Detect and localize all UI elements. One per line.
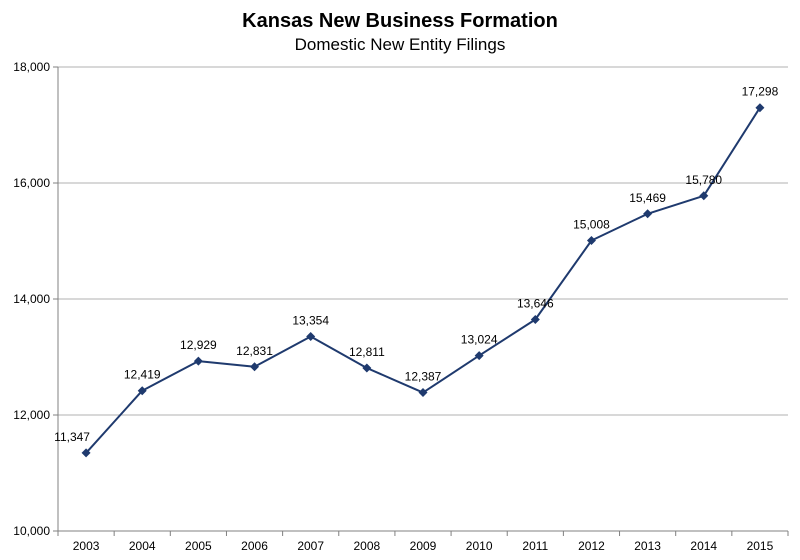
data-point-marker bbox=[643, 209, 653, 219]
data-label: 12,419 bbox=[124, 368, 161, 382]
data-point-marker bbox=[81, 448, 91, 458]
x-tick-label: 2007 bbox=[297, 539, 324, 553]
data-point-marker bbox=[418, 388, 428, 398]
data-label: 13,354 bbox=[292, 313, 329, 327]
x-tick-label: 2006 bbox=[241, 539, 268, 553]
x-tick-label: 2008 bbox=[353, 539, 380, 553]
x-tick-label: 2015 bbox=[747, 539, 774, 553]
data-label: 12,831 bbox=[236, 344, 273, 358]
data-point-marker bbox=[530, 315, 540, 325]
y-tick-label: 14,000 bbox=[13, 292, 50, 306]
x-tick-label: 2014 bbox=[690, 539, 717, 553]
data-point-marker bbox=[306, 331, 316, 341]
x-tick-label: 2003 bbox=[73, 539, 100, 553]
x-tick-label: 2009 bbox=[410, 539, 437, 553]
data-label: 13,024 bbox=[461, 333, 498, 347]
chart-subtitle: Domestic New Entity Filings bbox=[295, 35, 506, 54]
x-tick-label: 2012 bbox=[578, 539, 605, 553]
data-label: 12,811 bbox=[349, 345, 385, 359]
x-tick-label: 2004 bbox=[129, 539, 156, 553]
data-label: 12,387 bbox=[405, 370, 442, 384]
y-tick-label: 18,000 bbox=[13, 60, 50, 74]
x-tick-label: 2011 bbox=[522, 539, 548, 553]
data-point-marker bbox=[755, 103, 765, 113]
data-point-marker bbox=[586, 236, 596, 246]
chart-title: Kansas New Business Formation bbox=[242, 10, 558, 32]
data-point-marker bbox=[699, 191, 709, 201]
data-point-marker bbox=[193, 356, 203, 366]
data-label: 17,298 bbox=[742, 85, 779, 99]
data-point-marker bbox=[137, 386, 147, 396]
data-markers bbox=[81, 103, 765, 458]
axes: 10,000 12,000 14,000 16,000 18,000 2003 2004 20… bbox=[13, 60, 789, 553]
x-tick-label: 2013 bbox=[634, 539, 661, 553]
x-tick-label: 2010 bbox=[466, 539, 493, 553]
x-tick-label: 2005 bbox=[185, 539, 212, 553]
y-tick-label: 12,000 bbox=[13, 408, 50, 422]
y-tick-label: 10,000 bbox=[13, 524, 50, 538]
y-tick-label: 16,000 bbox=[13, 176, 50, 190]
data-label: 13,646 bbox=[517, 297, 554, 311]
gridlines bbox=[58, 66, 788, 416]
data-labels: 11,347 12,419 12,929 12,831 13,354 12,811 12,3… bbox=[54, 85, 778, 444]
data-point-marker bbox=[250, 362, 260, 372]
data-point-marker bbox=[362, 363, 372, 373]
data-label: 15,469 bbox=[629, 191, 666, 205]
series-line bbox=[85, 107, 761, 454]
data-point-marker bbox=[474, 351, 484, 361]
series-polyline bbox=[85, 107, 761, 454]
data-label: 12,929 bbox=[180, 338, 217, 352]
data-label: 15,780 bbox=[685, 173, 722, 187]
data-label: 15,008 bbox=[573, 218, 610, 232]
data-label: 11,347 bbox=[54, 430, 90, 444]
